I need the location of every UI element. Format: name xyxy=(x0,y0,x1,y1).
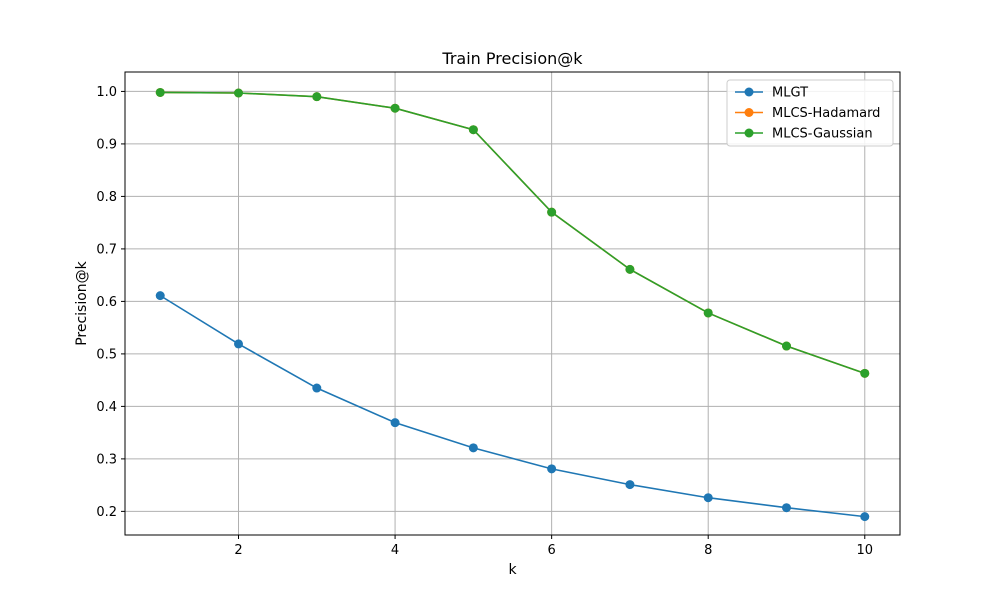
data-point xyxy=(234,88,244,98)
data-point xyxy=(547,464,557,474)
data-point xyxy=(155,291,165,301)
series-mlgt xyxy=(155,291,870,522)
x-tick-label: 8 xyxy=(704,543,712,558)
legend-box xyxy=(726,79,894,147)
data-point xyxy=(860,512,870,522)
data-point xyxy=(547,207,557,217)
series-mlcs-gaussian xyxy=(155,87,870,378)
x-tick-label: 6 xyxy=(548,543,556,558)
ticks-layer: 2 4 6 8 10 0.2 0.3 0.4 0.5 0.6 0.7 0.8 0.9 1.0 xyxy=(96,85,873,558)
legend-marker xyxy=(744,108,754,117)
data-point xyxy=(155,87,165,97)
legend-item: MLCS-Gaussian xyxy=(735,127,873,142)
data-point xyxy=(390,418,400,428)
data-point xyxy=(468,125,478,135)
x-axis-label: k xyxy=(508,562,517,578)
data-point xyxy=(625,264,635,274)
data-point xyxy=(312,92,322,102)
legend-label: MLGT xyxy=(772,86,808,101)
data-point xyxy=(468,443,478,453)
y-axis-label: Precision@k xyxy=(74,260,90,345)
data-point xyxy=(234,339,244,349)
legend-marker xyxy=(744,87,754,97)
data-point xyxy=(625,480,635,490)
y-tick-label: 0.5 xyxy=(96,347,117,362)
data-point xyxy=(781,341,791,351)
y-tick-label: 0.4 xyxy=(96,400,117,415)
legend-label: MLCS-Hadamard xyxy=(772,106,880,121)
y-tick-label: 0.6 xyxy=(96,295,117,310)
plot-area-frame xyxy=(124,71,901,536)
series-line-mlcs-gaussian xyxy=(160,91,866,375)
y-tick-label: 0.7 xyxy=(96,242,117,257)
legend-marker xyxy=(744,128,754,138)
legend: MLGT MLCS-Hadamard MLCS-Gaussian xyxy=(726,79,894,147)
x-tick-label: 2 xyxy=(234,543,242,558)
x-tick-label: 10 xyxy=(856,543,873,558)
series-line-mlgt xyxy=(159,294,865,518)
data-point xyxy=(703,493,713,503)
data-point xyxy=(312,383,322,393)
data-point xyxy=(703,308,713,318)
legend-item: MLGT xyxy=(735,86,808,101)
legend-label: MLCS-Gaussian xyxy=(772,127,873,142)
legend-item: MLCS-Hadamard xyxy=(735,106,880,121)
series-layer xyxy=(155,87,870,522)
x-tick-label: 4 xyxy=(391,543,399,558)
data-point xyxy=(860,368,870,378)
y-tick-label: 0.3 xyxy=(96,452,117,467)
y-tick-label: 1.0 xyxy=(96,85,117,100)
data-point xyxy=(390,103,400,113)
data-point xyxy=(781,503,791,513)
chart-title: Train Precision@k xyxy=(441,49,583,68)
y-tick-label: 0.9 xyxy=(96,137,117,152)
y-tick-label: 0.2 xyxy=(96,505,117,520)
y-tick-label: 0.8 xyxy=(96,190,117,205)
